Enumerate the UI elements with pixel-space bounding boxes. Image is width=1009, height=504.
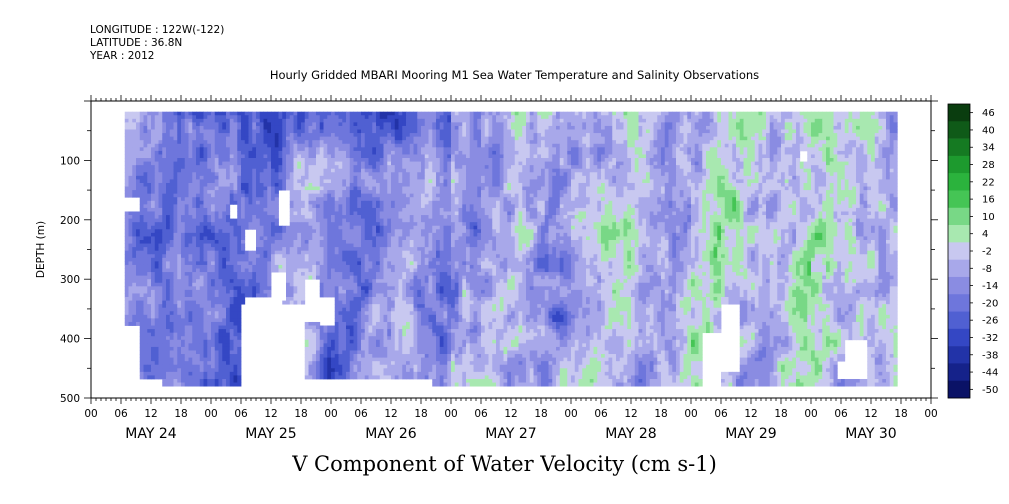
colorbar-swatch bbox=[948, 225, 970, 243]
colorbar-swatch bbox=[948, 259, 970, 278]
x-tick-label: 18 bbox=[654, 408, 667, 420]
colorbar-label: -2 bbox=[982, 247, 992, 258]
colorbar-label: 16 bbox=[982, 195, 995, 206]
colorbar-swatch bbox=[948, 207, 970, 226]
x-tick-label: 00 bbox=[684, 408, 697, 420]
colorbar-swatch bbox=[948, 138, 970, 157]
x-tick-label: 00 bbox=[204, 408, 217, 420]
colorbar-swatch bbox=[948, 346, 970, 364]
x-tick-label: 00 bbox=[324, 408, 337, 420]
y-tick-label: 300 bbox=[60, 274, 80, 286]
x-tick-label: 06 bbox=[114, 408, 128, 420]
chart-title: Hourly Gridded MBARI Mooring M1 Sea Wate… bbox=[269, 68, 760, 82]
x-tick-label: 18 bbox=[174, 408, 187, 420]
x-tick-label: 12 bbox=[384, 408, 397, 420]
colorbar: 46 40 34 28 22 16 10 4 -2 -8 -14 -20 -26 -32 -38 -44 -50 bbox=[947, 103, 998, 399]
colorbar-swatch bbox=[948, 311, 970, 330]
y-tick-label: 100 bbox=[60, 155, 80, 167]
colorbar-label: -32 bbox=[982, 333, 998, 344]
x-tick-label: 12 bbox=[864, 408, 877, 420]
colorbar-label: -20 bbox=[982, 298, 998, 309]
y-axis-label: DEPTH (m) bbox=[35, 221, 47, 278]
colorbar-swatch bbox=[948, 104, 970, 122]
colorbar-label: -14 bbox=[982, 281, 998, 292]
colorbar-label: 28 bbox=[982, 160, 995, 171]
x-date-label: MAY 25 bbox=[245, 426, 296, 442]
colorbar-swatch bbox=[948, 328, 970, 347]
colorbar-label: -44 bbox=[982, 368, 998, 379]
heatmap-field bbox=[124, 111, 898, 387]
x-tick-label: 00 bbox=[804, 408, 817, 420]
longitude-label: LONGITUDE : 122W(-122) bbox=[90, 24, 225, 36]
colorbar-swatch bbox=[948, 173, 970, 191]
x-tick-label: 06 bbox=[714, 408, 728, 420]
x-tick-label: 06 bbox=[234, 408, 248, 420]
variable-label: V Component of Water Velocity (cm s-1) bbox=[292, 452, 717, 476]
y-axis: 100 200 300 400 500 DEPTH (m) bbox=[35, 100, 938, 405]
x-tick-label: 06 bbox=[474, 408, 488, 420]
colorbar-label: 10 bbox=[982, 212, 995, 223]
year-label: YEAR : 2012 bbox=[90, 50, 155, 62]
y-tick-label: 200 bbox=[60, 215, 80, 227]
colorbar-swatch bbox=[948, 276, 970, 295]
y-tick-label: 500 bbox=[60, 393, 80, 405]
x-tick-label: 12 bbox=[264, 408, 277, 420]
x-tick-label: 18 bbox=[414, 408, 427, 420]
x-axis: 00 06 12 18 00 06 12 18 00 06 12 18 00 06 12 18 00 06 12 18… bbox=[84, 95, 938, 442]
x-tick-label: 06 bbox=[354, 408, 368, 420]
colorbar-label: -8 bbox=[982, 264, 992, 275]
colorbar-label: -50 bbox=[982, 385, 998, 396]
x-tick-label: 12 bbox=[504, 408, 517, 420]
x-date-label: MAY 28 bbox=[605, 426, 656, 442]
x-tick-label: 00 bbox=[924, 408, 937, 420]
y-tick-label: 400 bbox=[60, 334, 80, 346]
x-tick-label: 12 bbox=[744, 408, 757, 420]
colorbar-label: 34 bbox=[982, 143, 995, 154]
colorbar-label: 46 bbox=[982, 108, 995, 119]
x-tick-label: 18 bbox=[294, 408, 307, 420]
colorbar-label: 40 bbox=[982, 125, 995, 136]
x-date-label: MAY 24 bbox=[125, 426, 176, 442]
colorbar-label: 22 bbox=[982, 177, 995, 188]
x-tick-label: 00 bbox=[564, 408, 577, 420]
colorbar-swatch bbox=[948, 363, 970, 381]
x-tick-label: 06 bbox=[834, 408, 848, 420]
x-date-label: MAY 27 bbox=[485, 426, 536, 442]
colorbar-label: -38 bbox=[982, 350, 998, 361]
x-tick-label: 18 bbox=[774, 408, 787, 420]
colorbar-label: 4 bbox=[982, 229, 988, 240]
colorbar-swatch bbox=[948, 155, 970, 174]
x-tick-label: 12 bbox=[144, 408, 157, 420]
x-tick-label: 18 bbox=[534, 408, 547, 420]
x-tick-label: 00 bbox=[444, 408, 457, 420]
colorbar-swatch bbox=[948, 121, 970, 139]
colorbar-swatch bbox=[948, 380, 970, 399]
x-tick-label: 06 bbox=[594, 408, 608, 420]
x-tick-label: 12 bbox=[624, 408, 637, 420]
x-date-label: MAY 29 bbox=[725, 426, 776, 442]
colorbar-swatch bbox=[948, 190, 970, 209]
x-date-label: MAY 26 bbox=[365, 426, 416, 442]
x-tick-label: 00 bbox=[84, 408, 97, 420]
colorbar-swatch bbox=[948, 294, 970, 312]
colorbar-swatch bbox=[948, 242, 970, 260]
latitude-label: LATITUDE : 36.8N bbox=[90, 37, 183, 49]
x-tick-label: 18 bbox=[894, 408, 907, 420]
x-date-label: MAY 30 bbox=[845, 426, 896, 442]
colorbar-label: -26 bbox=[982, 316, 998, 327]
